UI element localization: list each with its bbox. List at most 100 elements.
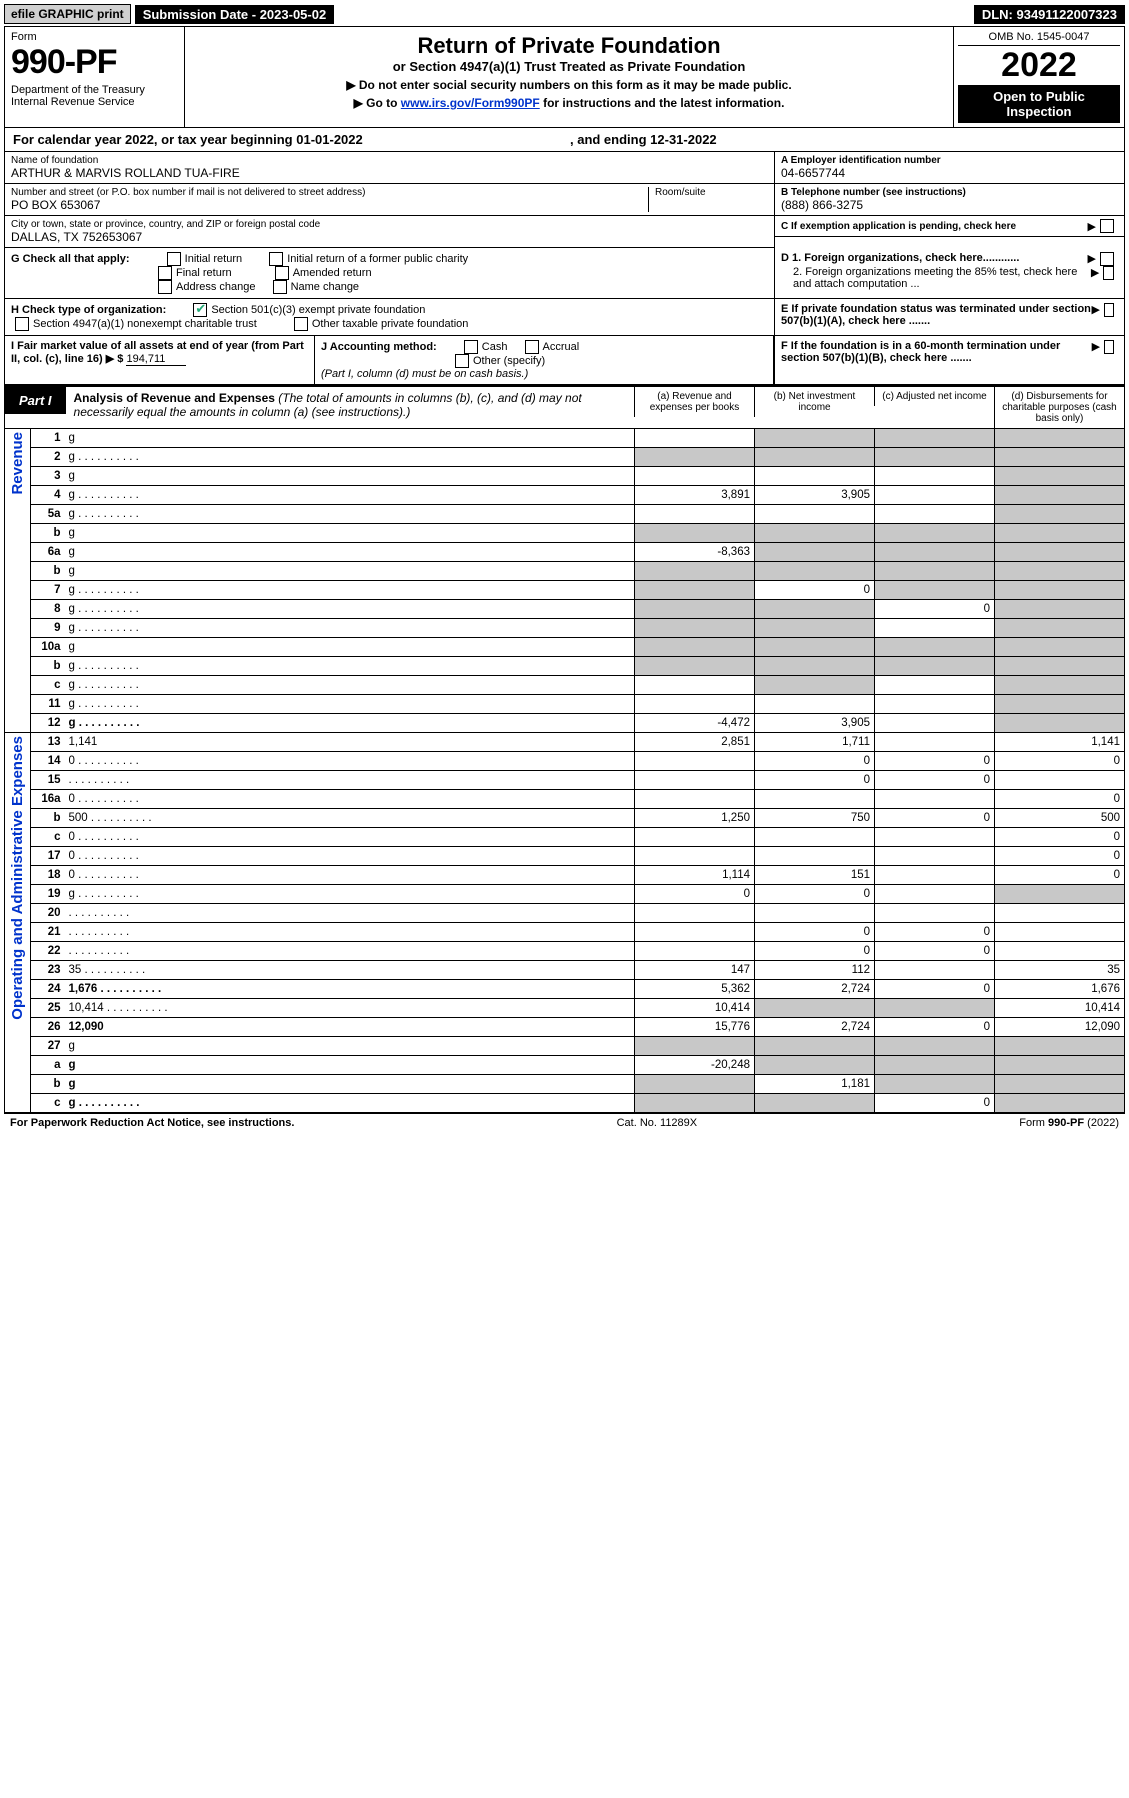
phone: (888) 866-3275 [781, 198, 1118, 212]
line-description: g [65, 657, 635, 676]
table-row: 7g0 [5, 581, 1125, 600]
amount-cell [875, 733, 995, 752]
irs-link[interactable]: www.irs.gov/Form990PF [401, 96, 540, 110]
line-description: 0 [65, 866, 635, 885]
j-accrual[interactable] [525, 340, 539, 354]
amount-cell: 112 [755, 961, 875, 980]
d-section: D 1. Foreign organizations, check here..… [774, 248, 1124, 298]
amount-cell [875, 505, 995, 524]
line-number: c [31, 1094, 65, 1113]
part1-tab: Part I [5, 387, 66, 414]
amount-cell [995, 448, 1125, 467]
amount-cell [995, 467, 1125, 486]
amount-cell: 1,711 [755, 733, 875, 752]
efile-button[interactable]: efile GRAPHIC print [4, 4, 131, 24]
amount-cell [755, 467, 875, 486]
line-number: 5a [31, 505, 65, 524]
amount-cell: -8,363 [635, 543, 755, 562]
line-number: 19 [31, 885, 65, 904]
h-501c3[interactable] [193, 303, 207, 317]
amount-cell: 0 [995, 828, 1125, 847]
line-description: g [65, 505, 635, 524]
amount-cell: 1,181 [755, 1075, 875, 1094]
line-number: 8 [31, 600, 65, 619]
line-description: g [65, 448, 635, 467]
amount-cell [755, 904, 875, 923]
note2-pre: ▶ Go to [354, 96, 401, 110]
table-row: cg [5, 676, 1125, 695]
g-initial[interactable] [167, 252, 181, 266]
g-amended[interactable] [275, 266, 289, 280]
line-number: b [31, 809, 65, 828]
c-checkbox[interactable] [1100, 219, 1114, 233]
note-ssn: ▶ Do not enter social security numbers o… [191, 78, 947, 92]
line-number: 4 [31, 486, 65, 505]
amount-cell: 2,851 [635, 733, 755, 752]
form-label: Form [11, 31, 178, 43]
amount-cell [635, 505, 755, 524]
table-row: 19g00 [5, 885, 1125, 904]
g-initial-former[interactable] [269, 252, 283, 266]
form-title: Return of Private Foundation [191, 33, 947, 59]
amount-cell: 15,776 [635, 1018, 755, 1037]
table-row: 9g [5, 619, 1125, 638]
amount-cell [875, 828, 995, 847]
amount-cell [635, 695, 755, 714]
line-description: g [65, 562, 635, 581]
amount-cell [635, 467, 755, 486]
foundation-name: ARTHUR & MARVIS ROLLAND TUA-FIRE [11, 166, 768, 180]
amount-cell [995, 1037, 1125, 1056]
j-other[interactable] [455, 354, 469, 368]
note2-post: for instructions and the latest informat… [540, 96, 785, 110]
amount-cell [995, 486, 1125, 505]
table-row: 3g [5, 467, 1125, 486]
amount-cell [755, 847, 875, 866]
table-row: 1700 [5, 847, 1125, 866]
j-cash[interactable] [464, 340, 478, 354]
amount-cell [755, 619, 875, 638]
line-description: g [65, 1037, 635, 1056]
line-description: 0 [65, 847, 635, 866]
calendar-year-row: For calendar year 2022, or tax year begi… [4, 128, 1125, 152]
j-accrual-label: Accrual [543, 341, 580, 353]
amount-cell [995, 638, 1125, 657]
table-row: 20 [5, 904, 1125, 923]
g-final[interactable] [158, 266, 172, 280]
line-number: 24 [31, 980, 65, 999]
footer-right: Form 990-PF (2022) [1019, 1117, 1119, 1129]
amount-cell [635, 1094, 755, 1113]
address: PO BOX 653067 [11, 198, 648, 212]
g-address[interactable] [158, 280, 172, 294]
amount-cell [995, 885, 1125, 904]
line-description: 0 [65, 752, 635, 771]
amount-cell [635, 771, 755, 790]
analysis-table: Revenue1g2g3g4g3,8913,9055agbg6ag-8,363b… [4, 429, 1125, 1113]
f-checkbox[interactable] [1104, 340, 1114, 354]
amount-cell: 750 [755, 809, 875, 828]
e-checkbox[interactable] [1104, 303, 1114, 317]
cal-pre: For calendar year 2022, or tax year begi… [13, 132, 296, 147]
amount-cell: 151 [755, 866, 875, 885]
amount-cell: 0 [995, 790, 1125, 809]
j-note: (Part I, column (d) must be on cash basi… [321, 368, 528, 380]
amount-cell [755, 1094, 875, 1113]
h-other[interactable] [294, 317, 308, 331]
table-row: 12g-4,4723,905 [5, 714, 1125, 733]
g-label: G Check all that apply: [11, 253, 130, 265]
j-other-label: Other (specify) [473, 355, 545, 367]
amount-cell: 0 [995, 866, 1125, 885]
line-description: 1,141 [65, 733, 635, 752]
i-section: I Fair market value of all assets at end… [5, 336, 315, 384]
line-description: g [65, 885, 635, 904]
f-section: F If the foundation is in a 60-month ter… [774, 336, 1124, 384]
g-name[interactable] [273, 280, 287, 294]
table-row: 1500 [5, 771, 1125, 790]
d2-checkbox[interactable] [1103, 266, 1114, 280]
part1-header: Part I Analysis of Revenue and Expenses … [4, 385, 1125, 429]
table-row: 5ag [5, 505, 1125, 524]
h-4947[interactable] [15, 317, 29, 331]
amount-cell [875, 448, 995, 467]
amount-cell: 0 [755, 923, 875, 942]
form-number: 990-PF [11, 43, 178, 82]
d1-checkbox[interactable] [1100, 252, 1114, 266]
